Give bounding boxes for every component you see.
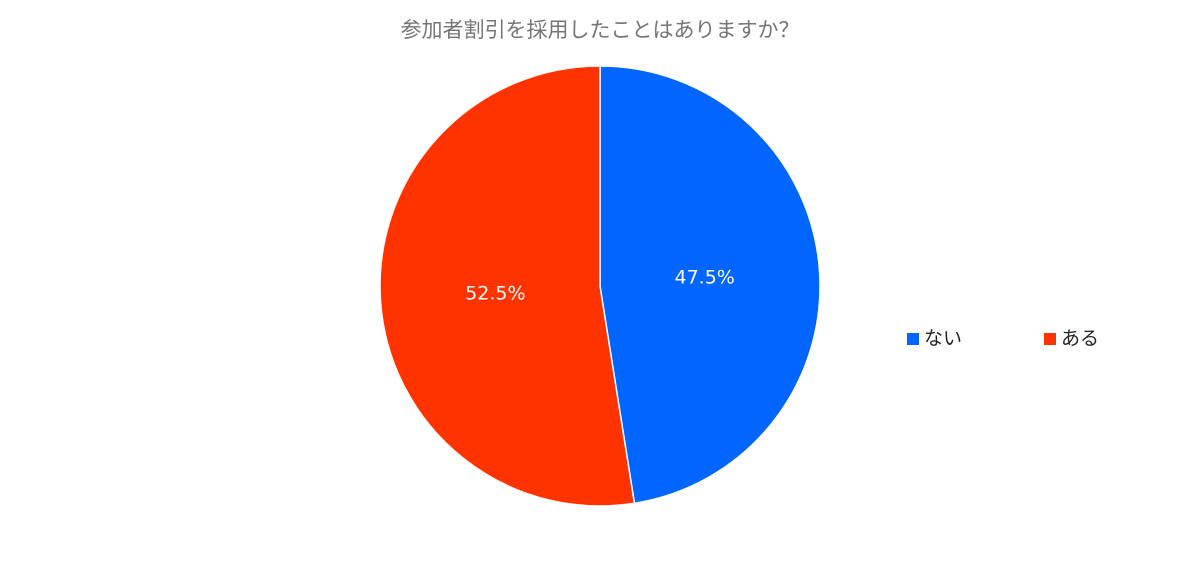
pie-slice	[379, 65, 636, 507]
legend-swatch	[1044, 333, 1056, 345]
pie-slice	[599, 65, 821, 505]
legend-label: ない	[924, 328, 962, 350]
value-label: 47.5%	[674, 266, 734, 288]
legend-label: ある	[1061, 328, 1099, 350]
chart-title: 参加者割引を採用したことはありますか？	[401, 18, 800, 42]
legend-swatch	[907, 333, 919, 345]
value-label: 52.5%	[465, 283, 525, 305]
